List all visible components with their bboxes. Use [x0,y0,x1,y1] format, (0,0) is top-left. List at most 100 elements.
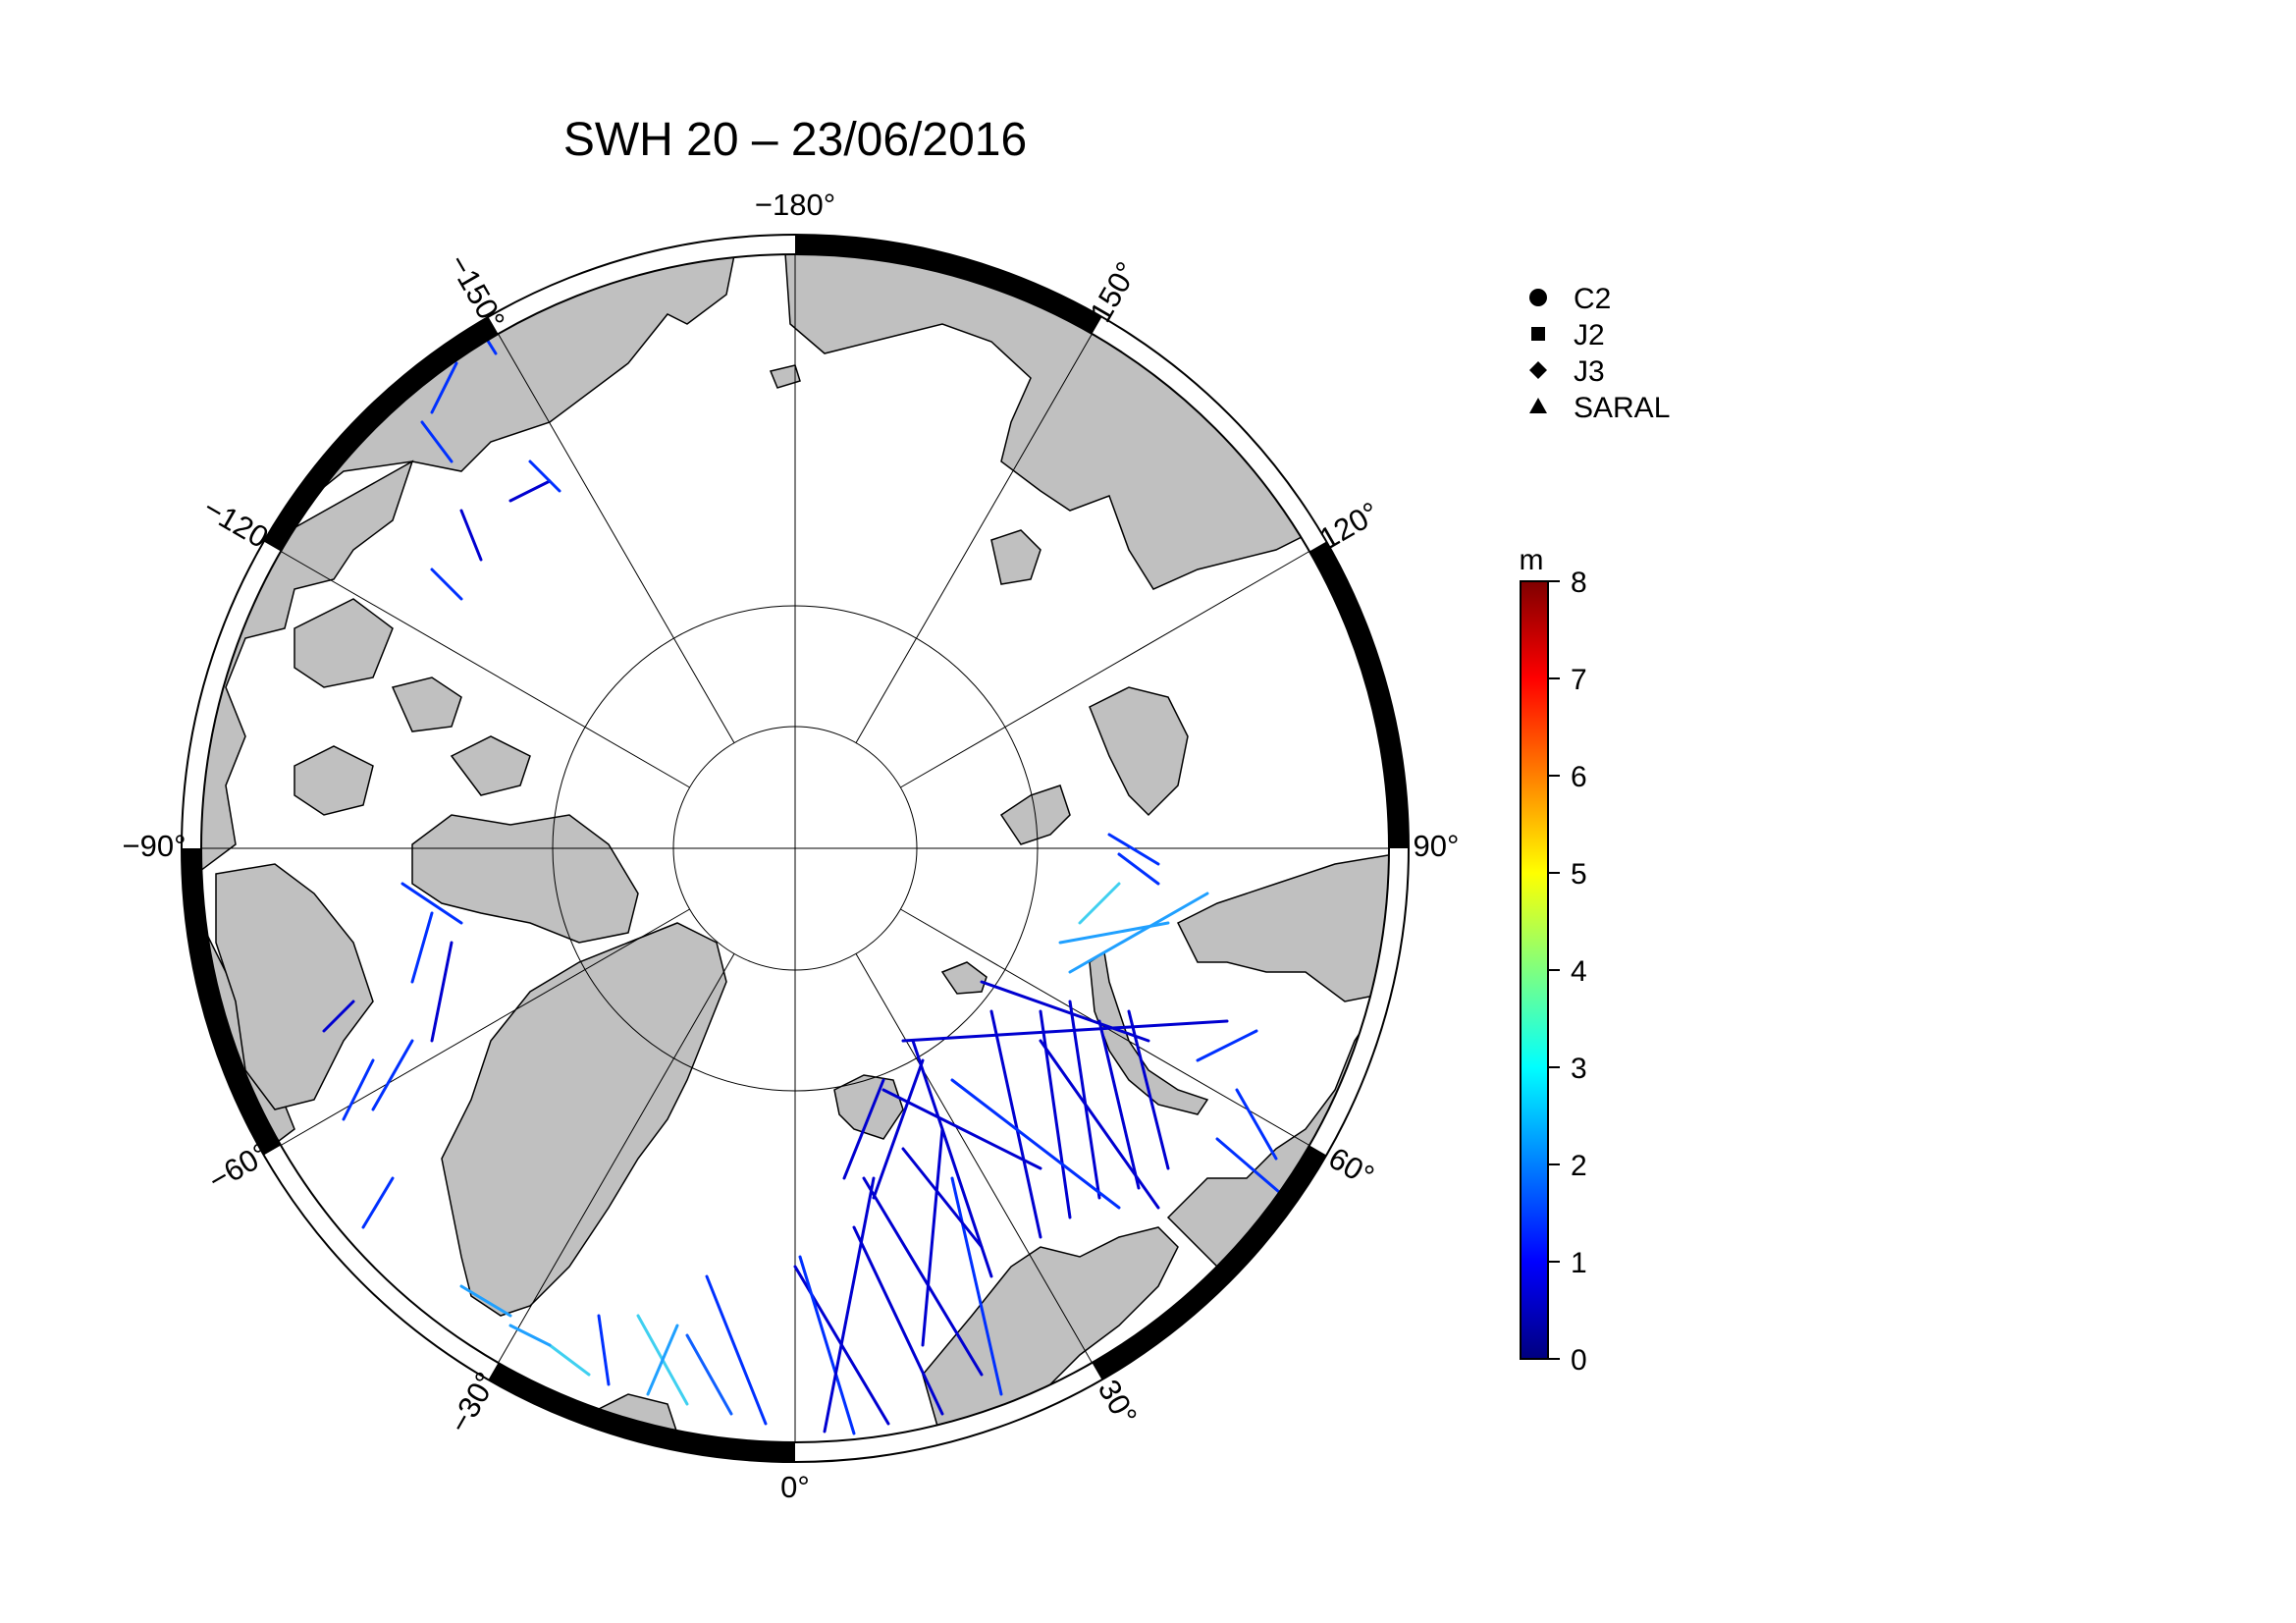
swh-track [1068,892,1209,974]
swh-track [1117,852,1160,886]
land-wrangel [769,364,801,389]
swh-track [921,1127,944,1347]
swh-track [430,941,454,1043]
swh-track [872,1058,925,1200]
meridian-label: 120° [1313,495,1385,556]
land-baffin [215,863,374,1110]
swh-track [508,1324,552,1347]
land-north-america [201,460,414,1160]
colorbar-tick-label: 6 [1571,761,1587,793]
meridian-label: 90° [1414,829,1460,863]
swh-track [862,1176,984,1377]
swh-track [597,1314,611,1386]
colorbar-tick-label: 3 [1571,1053,1587,1085]
meridian-line [498,333,735,743]
meridian-label: 60° [1323,1141,1380,1194]
meridian-label: −90° [123,829,187,863]
colorbar-tick-label: 0 [1571,1344,1587,1377]
frame-segment-black [1308,541,1409,849]
frame-segment-black [182,847,282,1156]
swh-track [548,1343,591,1377]
meridian-label: −150° [442,248,511,336]
land-greenland [441,922,727,1317]
legend-label-j2: J2 [1574,319,1605,352]
meridian-label: −180° [755,188,835,222]
colorbar-gradient [1520,580,1549,1360]
swh-track [1058,921,1170,945]
swh-track [705,1274,768,1426]
legend-label-j3: J3 [1574,355,1605,388]
frame-segment-black [794,235,1102,335]
legend-marker-j3 [1529,361,1547,379]
land-ellesmere [411,814,639,944]
land-islands-b [391,676,462,732]
swh-track [842,1078,885,1180]
swh-track [911,1039,993,1278]
meridian-line [855,333,1093,743]
frame-segment-black [263,316,499,552]
frame-segment-black [488,1362,796,1462]
swh-track [508,479,552,503]
swh-track [430,361,458,414]
swh-track [1196,1029,1258,1062]
land-canadian-archipelago [294,598,394,688]
frame-segments [182,235,1409,1462]
swh-track [950,1078,1121,1210]
frame-segment-black [1092,1145,1327,1380]
swh-track [798,1255,856,1435]
legend-marker-j2 [1531,327,1545,341]
swh-track [901,1147,984,1249]
swh-track [1078,882,1121,925]
colorbar-ticks: 0 1 2 3 4 5 6 7 8 [1548,567,1587,1377]
swh-track [1235,1088,1278,1161]
legend-marker-saral [1529,398,1547,413]
swh-track [1068,1000,1101,1200]
land-novaya-zemlya [1089,950,1209,1115]
swh-track [459,1284,512,1318]
mission-legend: C2 J2 J3 SARAL [1529,283,1670,424]
swh-tracks [322,312,1288,1435]
swh-track [852,1225,944,1416]
land-franz-josef [940,961,988,995]
colorbar-unit: m [1520,544,1544,576]
swh-track [901,1019,1229,1043]
colorbar-tick-label: 8 [1571,567,1587,599]
meridian-label: −120° [197,491,285,561]
swh-track [528,460,561,493]
legend-label-saral: SARAL [1574,392,1670,424]
swh-track [1039,1039,1160,1210]
meridian-line [900,551,1310,788]
map-title: SWH 20 – 23/06/2016 [563,114,1027,166]
meridian-line [855,953,1093,1364]
swh-track [989,1009,1042,1239]
map-disc: −180°−150°−120°−90°−60°−30°0°30°60°90°12… [123,188,1460,1504]
colorbar: m 0 1 2 3 4 5 6 7 8 [1520,544,1587,1377]
swh-track [400,882,463,925]
colorbar-tick-label: 1 [1571,1247,1587,1279]
swh-track [1215,1137,1288,1200]
swh-track [371,1039,414,1111]
colorbar-tick-label: 5 [1571,858,1587,891]
swh-track [322,1000,355,1033]
swh-track [342,1058,375,1121]
swh-track [980,980,1150,1043]
swh-track [646,1324,679,1396]
colorbar-tick-label: 2 [1571,1150,1587,1182]
land-islands-a [294,745,374,816]
swh-track [459,509,483,562]
swh-track [430,568,463,601]
legend-marker-c2 [1529,289,1547,306]
swh-track [823,1176,876,1434]
meridian-line [280,551,690,788]
land-new-siberian-islands [990,529,1041,585]
legend-label-c2: C2 [1574,283,1611,315]
swh-track [361,1176,395,1229]
land-islands-c [450,735,531,796]
swh-track [685,1333,733,1416]
swh-track [410,911,434,984]
swh-track [1107,833,1160,866]
meridian-label: 0° [780,1470,810,1504]
swh-track [1097,1019,1141,1190]
colorbar-tick-label: 7 [1571,664,1587,696]
